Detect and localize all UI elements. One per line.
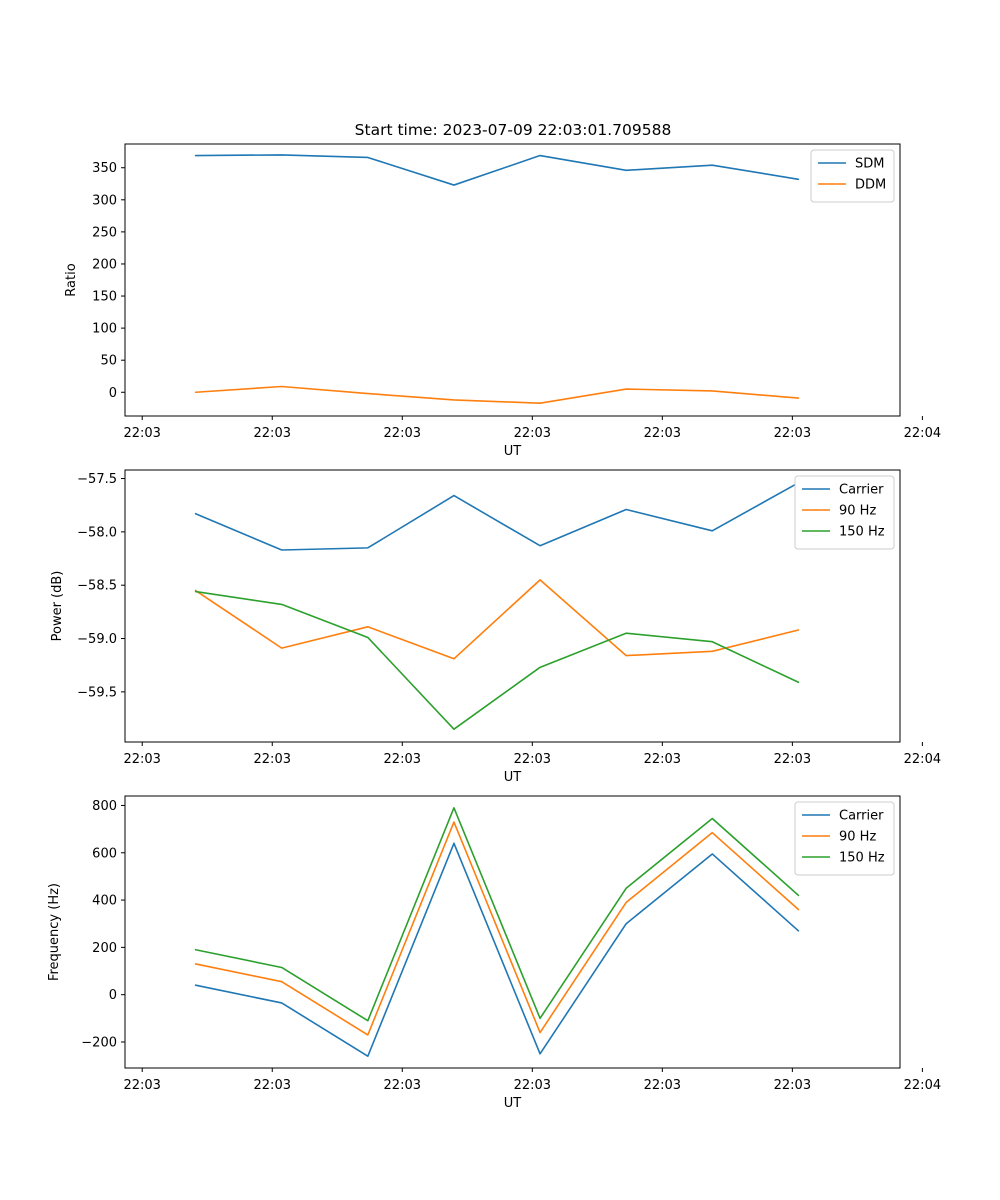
- figure-title: Start time: 2023-07-09 22:03:01.709588: [355, 121, 672, 139]
- ratio-y-axis-label: Ratio: [64, 263, 79, 296]
- power-x-tick-label: 22:03: [254, 752, 291, 767]
- frequency-y-tick-label: −200: [81, 1035, 117, 1050]
- ratio-y-tick-label: 350: [92, 161, 117, 176]
- frequency-x-tick-label: 22:03: [123, 1078, 160, 1093]
- power-x-tick-label: 22:03: [774, 752, 811, 767]
- power-y-tick-label: −57.5: [77, 472, 117, 487]
- ratio-x-tick-label: 22:04: [904, 426, 941, 441]
- frequency-series-150-hz-line: [194, 807, 800, 1022]
- ratio-legend-label: SDM: [855, 157, 884, 172]
- frequency-legend-label: Carrier: [839, 809, 884, 824]
- frequency-series-90-hz-line: [194, 821, 800, 1036]
- ratio-legend: SDM DDM: [810, 149, 895, 203]
- frequency-x-axis-label: UT: [504, 1096, 522, 1111]
- panel-ratio: 22:03 22:03 22:03 22:03 22:03 22:03 22:04 0 50 10…: [64, 143, 941, 459]
- frequency-y-tick-label: 400: [92, 894, 117, 909]
- power-y-tick-label: −58.0: [77, 525, 117, 540]
- ratio-x-tick-label: 22:03: [644, 426, 681, 441]
- power-axes-frame: [124, 469, 901, 743]
- frequency-y-axis-label: Frequency (Hz): [47, 883, 62, 981]
- frequency-x-tick-label: 22:03: [384, 1078, 421, 1093]
- power-x-tick-label: 22:03: [123, 752, 160, 767]
- frequency-legend: Carrier 90 Hz 150 Hz: [794, 801, 895, 876]
- ratio-x-tick-label: 22:03: [384, 426, 421, 441]
- frequency-legend-label: 90 Hz: [839, 830, 876, 845]
- ratio-y-tick-label: 100: [92, 322, 117, 337]
- frequency-y-tick-label: 200: [92, 941, 117, 956]
- frequency-y-tick-label: 600: [92, 846, 117, 861]
- power-y-axis-label: Power (dB): [50, 571, 65, 642]
- ratio-y-tick-label: 150: [92, 290, 117, 305]
- ratio-x-tick-label: 22:03: [514, 426, 551, 441]
- power-x-tick-label: 22:03: [384, 752, 421, 767]
- ratio-y-tick-label: 50: [100, 354, 117, 369]
- ratio-y-tick-label: 300: [92, 193, 117, 208]
- power-y-tick-label: −59.0: [77, 632, 117, 647]
- ratio-series-sdm-line: [194, 154, 800, 186]
- frequency-x-tick-label: 22:04: [904, 1078, 941, 1093]
- power-legend-label: Carrier: [839, 483, 884, 498]
- ratio-y-tick-label: 0: [109, 386, 117, 401]
- power-x-axis-label: UT: [504, 770, 522, 785]
- ratio-x-tick-label: 22:03: [123, 426, 160, 441]
- frequency-series-carrier-line: [194, 842, 800, 1057]
- panel-frequency: 22:03 22:03 22:03 22:03 22:03 22:03 22:04 −200 0…: [47, 795, 941, 1111]
- ratio-y-tick-label: 200: [92, 257, 117, 272]
- frequency-x-tick-label: 22:03: [644, 1078, 681, 1093]
- power-x-tick-label: 22:03: [514, 752, 551, 767]
- frequency-axes-frame: [124, 795, 901, 1069]
- power-y-tick-label: −58.5: [77, 579, 117, 594]
- power-series-90-hz-line: [194, 579, 800, 660]
- power-y-tick-label: −59.5: [77, 685, 117, 700]
- power-x-tick-label: 22:04: [904, 752, 941, 767]
- power-series-150-hz-line: [194, 590, 800, 731]
- ratio-legend-label: DDM: [855, 178, 886, 193]
- frequency-legend-label: 150 Hz: [839, 851, 885, 866]
- ratio-y-tick-label: 250: [92, 225, 117, 240]
- power-legend: Carrier 90 Hz 150 Hz: [794, 475, 895, 550]
- power-legend-label: 90 Hz: [839, 504, 876, 519]
- ratio-axes-frame: [124, 143, 901, 417]
- panel-power: 22:03 22:03 22:03 22:03 22:03 22:03 22:04 −59.5…: [50, 469, 941, 785]
- ratio-series-ddm-line: [194, 385, 800, 404]
- power-x-tick-label: 22:03: [644, 752, 681, 767]
- power-legend-label: 150 Hz: [839, 525, 885, 540]
- power-series-carrier-line: [194, 481, 800, 551]
- ratio-x-axis-label: UT: [504, 444, 522, 459]
- frequency-y-tick-label: 800: [92, 799, 117, 814]
- frequency-x-tick-label: 22:03: [514, 1078, 551, 1093]
- frequency-x-tick-label: 22:03: [254, 1078, 291, 1093]
- frequency-x-tick-label: 22:03: [774, 1078, 811, 1093]
- ratio-x-tick-label: 22:03: [254, 426, 291, 441]
- ratio-x-tick-label: 22:03: [774, 426, 811, 441]
- frequency-y-tick-label: 0: [109, 988, 117, 1003]
